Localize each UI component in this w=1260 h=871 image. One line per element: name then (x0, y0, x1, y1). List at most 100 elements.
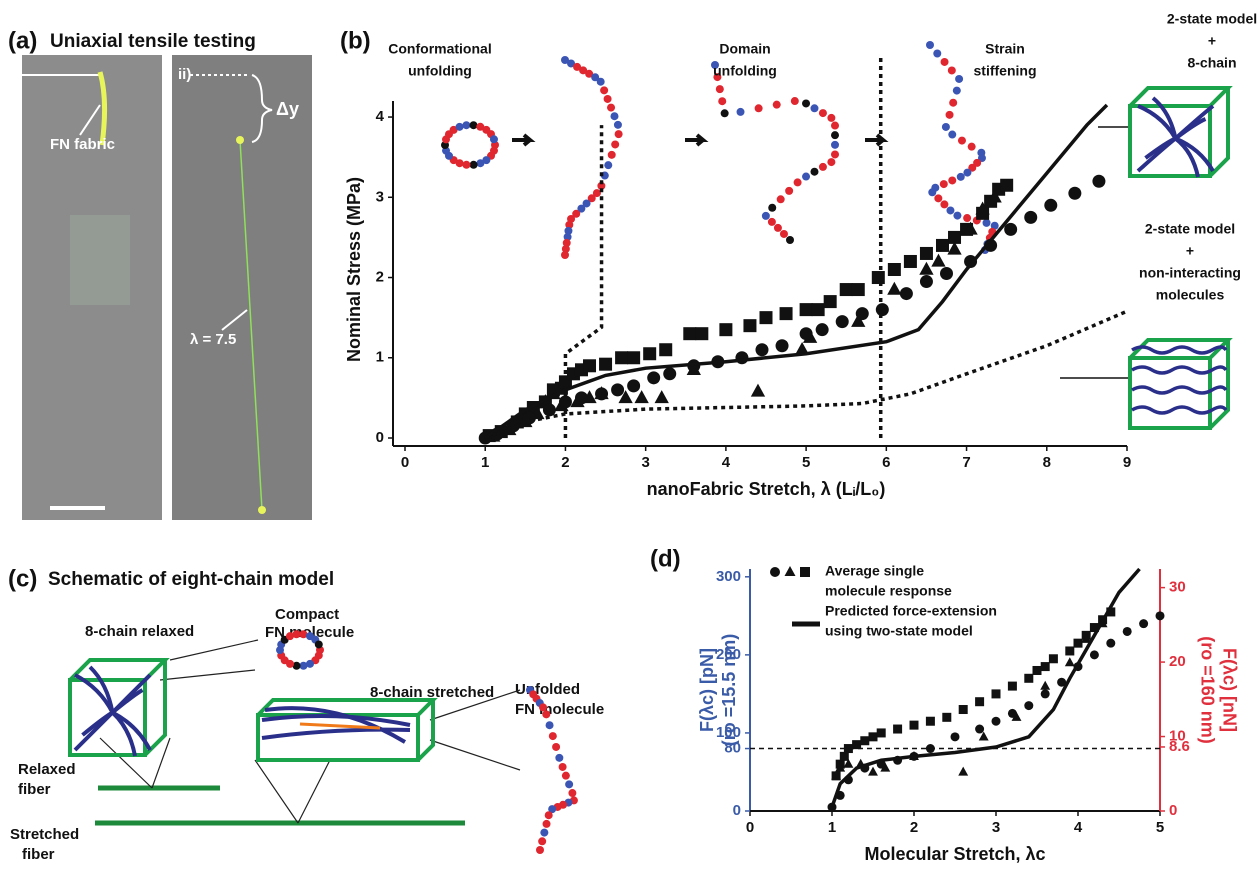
point (1040, 689, 1050, 699)
y2-tick-label: 30 (1169, 579, 1186, 596)
arrow (221, 309, 248, 331)
point (1092, 174, 1106, 188)
bead (718, 97, 727, 106)
point (843, 758, 854, 768)
bead (713, 73, 722, 82)
annotation: Stretched (10, 826, 79, 843)
y2-axis-label: F(λc) [nN] (1219, 648, 1239, 732)
chain (1174, 136, 1200, 178)
x-tick-label: 3 (641, 454, 649, 471)
bead (548, 732, 557, 741)
annotation: stiffening (974, 63, 1037, 79)
bead (455, 159, 464, 168)
cube-edges (68, 658, 170, 757)
point (779, 307, 793, 321)
bead (542, 710, 551, 719)
bead (538, 837, 547, 846)
y-axis-label: F(λc) [pN] (697, 648, 717, 732)
bead (610, 112, 619, 121)
point (871, 271, 885, 285)
annotation: unfolding (713, 63, 777, 79)
point (1011, 711, 1022, 721)
point (627, 379, 641, 393)
bead (990, 221, 999, 230)
annotation: FN fabric (50, 136, 115, 153)
bead (565, 780, 574, 789)
y-tick-label: 1 (376, 349, 384, 366)
bead (561, 771, 570, 780)
bead (572, 209, 581, 218)
y2-tick-label: 10 (1169, 728, 1186, 745)
point (947, 241, 962, 255)
x-tick-label: 2 (910, 819, 918, 836)
point (811, 303, 825, 317)
point (958, 766, 969, 776)
point (800, 567, 810, 577)
bead (476, 159, 485, 168)
annotation: + (1208, 33, 1216, 49)
bead (565, 220, 574, 229)
arrow (512, 133, 536, 147)
point (799, 303, 813, 317)
bead (967, 142, 976, 151)
image-ii (172, 55, 312, 520)
bead (476, 122, 485, 131)
arrow (685, 133, 709, 147)
bead (567, 59, 576, 68)
point (1024, 673, 1034, 683)
y-tick-label: 0 (733, 802, 741, 819)
point (659, 343, 673, 357)
bead (563, 232, 572, 241)
point (868, 732, 878, 742)
bead (292, 630, 301, 639)
point (887, 281, 902, 295)
point (823, 295, 837, 309)
bead (711, 61, 719, 69)
point (558, 395, 572, 409)
bead (953, 211, 962, 220)
point (743, 319, 757, 333)
point (755, 343, 769, 357)
bead (779, 229, 788, 238)
bead (776, 195, 785, 204)
x-tick-label: 9 (1123, 454, 1131, 471)
point (759, 311, 773, 325)
point (695, 327, 709, 341)
bead (754, 104, 763, 113)
bead (597, 181, 606, 190)
bead (945, 110, 954, 119)
annotation: Domain (719, 41, 770, 57)
bead (768, 203, 777, 212)
bead (582, 199, 591, 208)
x-tick-label: 3 (992, 819, 1000, 836)
y-tick-label: 4 (376, 108, 385, 125)
point (1057, 677, 1067, 687)
bead (545, 721, 554, 730)
point (647, 371, 661, 385)
y-tick-label: 3 (376, 188, 384, 205)
point (975, 201, 990, 215)
chain (88, 665, 115, 713)
bead (831, 121, 839, 130)
point (855, 307, 869, 321)
bead (561, 251, 569, 259)
bead (720, 109, 729, 118)
point (1106, 607, 1116, 617)
annotation: 8-chain stretched (370, 684, 494, 701)
bead (773, 223, 782, 232)
bead (548, 805, 557, 814)
point (1032, 665, 1042, 675)
cube-edges (256, 698, 438, 762)
bead (767, 217, 776, 226)
bead (715, 85, 724, 94)
y-axis-label: Nominal Stress (MPa) (344, 177, 364, 362)
point (925, 744, 935, 754)
bead (591, 73, 600, 82)
point (851, 283, 865, 297)
chain (1151, 96, 1178, 139)
x-tick-label: 6 (882, 454, 890, 471)
bead (818, 109, 827, 118)
point (595, 387, 609, 401)
point (643, 347, 657, 361)
bead (818, 162, 827, 171)
